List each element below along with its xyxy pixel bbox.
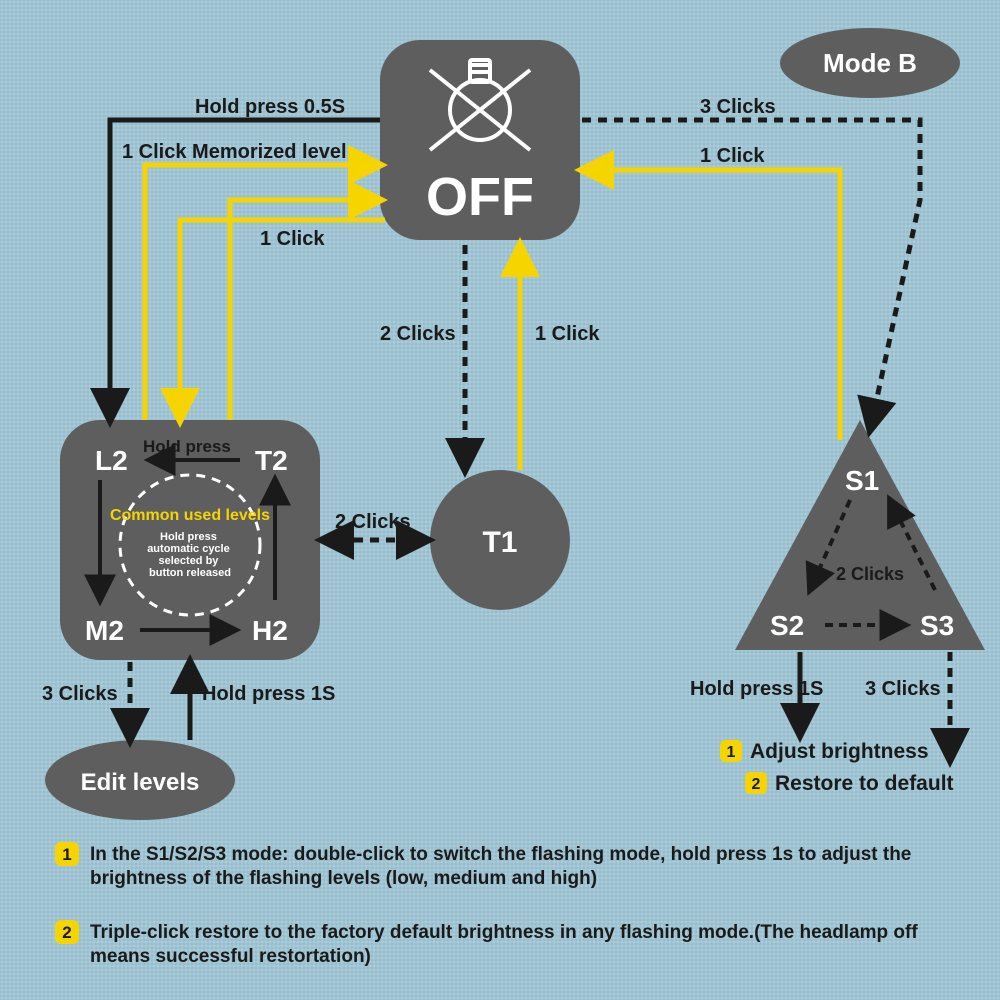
ann-adjust: Adjust brightness [750, 740, 929, 763]
s3-label: S3 [920, 610, 954, 641]
lbl-hold05s: Hold press 0.5S [195, 96, 345, 118]
badge-1a-num: 1 [727, 744, 736, 761]
edge-strobe-off [582, 170, 840, 440]
lbl-3clicks-a: 3 Clicks [700, 96, 776, 118]
lbl-1click-mem: 1 Click Memorized level [122, 141, 347, 163]
lbl-1click-a: 1 Click [260, 228, 325, 250]
levels-holdpress: Hold press [143, 437, 231, 456]
lbl-hold1s-b: Hold press 1S [690, 678, 823, 700]
off-label: OFF [426, 167, 534, 227]
t1-label: T1 [482, 526, 517, 559]
badge-fn2-num: 2 [62, 923, 71, 942]
edit-levels-label: Edit levels [81, 769, 200, 796]
badge-fn1-num: 1 [62, 845, 71, 864]
lbl-3clicks-b: 3 Clicks [42, 683, 118, 705]
l2-label: L2 [95, 445, 128, 476]
lbl-2clicks-a: 2 Clicks [380, 323, 456, 345]
levels-inner-title: Common used levels [110, 507, 270, 524]
mode-badge-label: Mode B [823, 48, 917, 78]
t2-label: T2 [255, 445, 288, 476]
lbl-1click-b: 1 Click [535, 323, 600, 345]
lbl-2clicks-b: 2 Clicks [335, 511, 411, 533]
s2-label: S2 [770, 610, 804, 641]
badge-2a-num: 2 [752, 776, 761, 793]
lbl-hold1s-a: Hold press 1S [202, 683, 335, 705]
footnote-1: In the S1/S2/S3 mode: double-click to sw… [90, 844, 917, 889]
levels-inner-sub: Hold press automatic cycle selected by b… [147, 531, 233, 579]
lbl-3clicks-c: 3 Clicks [865, 678, 941, 700]
ann-restore: Restore to default [775, 772, 954, 795]
m2-label: M2 [85, 615, 124, 646]
strobe-2clicks: 2 Clicks [836, 564, 904, 584]
edge-off-to-levels-1click [180, 220, 385, 420]
footnote-2: Triple-click restore to the factory defa… [90, 922, 923, 967]
lbl-1click-c: 1 Click [700, 145, 765, 167]
h2-label: H2 [252, 615, 288, 646]
s1-label: S1 [845, 465, 879, 496]
